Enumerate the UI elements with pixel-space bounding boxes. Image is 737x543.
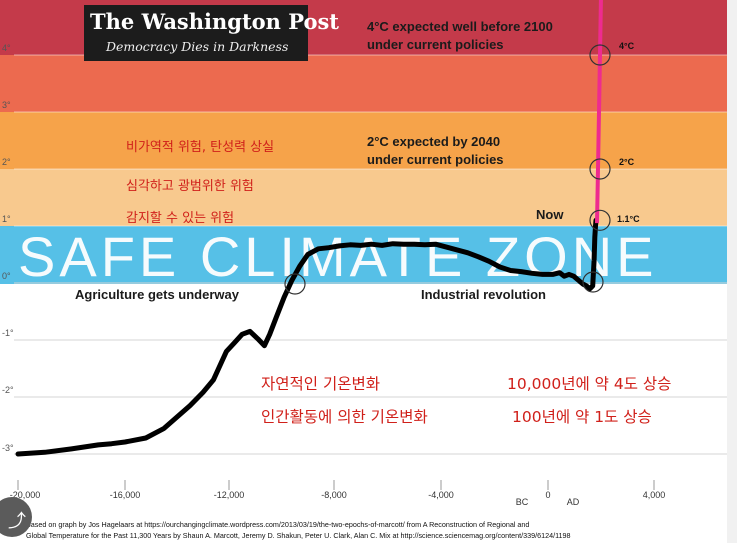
scrollbar-track[interactable]: [727, 0, 737, 543]
y-tick-label: -2°: [2, 385, 14, 395]
y-tick-label: 1°: [2, 214, 11, 224]
x-tick-label: BC: [515, 497, 529, 507]
x-tick-label: 4,000: [642, 490, 666, 500]
share-button[interactable]: ⤴: [0, 497, 32, 537]
source-footer: Based on graph by Jos Hagelaars at https…: [26, 519, 571, 541]
y-tick-label: 2°: [2, 157, 11, 167]
y-tick-label: 3°: [2, 100, 11, 110]
annotation-4c-line2: under current policies: [367, 37, 504, 52]
safe-zone-band: [0, 226, 727, 284]
band-1-2c: [0, 169, 727, 226]
marker-circle-industrial: [582, 271, 604, 293]
x-tick-label: -16,000: [109, 490, 141, 500]
band-3-4c: [0, 55, 727, 112]
marker-label-1-1c: 1.1°C: [617, 214, 640, 224]
annotation-2c-line2: under current policies: [367, 152, 504, 167]
annotation-2c: 2°C expected by 2040 under current polic…: [367, 133, 504, 169]
y-tick-label: 4°: [2, 43, 11, 53]
annotation-4c-line1: 4°C expected well before 2100: [367, 19, 553, 34]
korean-natural-change: 자연적인 기온변화: [261, 375, 381, 393]
series-layer: [15, 0, 603, 457]
annotation-4c: 4°C expected well before 2100 under curr…: [367, 18, 553, 54]
band-2-3c: [0, 112, 727, 169]
marker-circle-agriculture: [284, 273, 306, 295]
korean-risk-irreversible: 비가역적 위험, 탄성력 상실: [126, 140, 275, 155]
y-tick-label: -3°: [2, 443, 14, 453]
marker-label-4c: 4°C: [619, 41, 635, 51]
x-tick-label: AD: [566, 497, 580, 507]
safe-zone-label: SAFE CLIMATE ZONE: [18, 225, 658, 288]
marker-circle-2c: [589, 158, 611, 180]
x-tick-label: 0: [545, 490, 551, 500]
series-line-projection: [595, 0, 603, 224]
korean-human-rate: 100년에 약 1도 상승: [512, 408, 652, 426]
x-tick-label: -20,000: [9, 490, 41, 500]
series-line-historical: [15, 217, 599, 457]
marker-circle-4c: [589, 44, 611, 66]
marker-circle-1-1c: [589, 209, 611, 231]
korean-risk-severe: 심각하고 광범위한 위험: [126, 179, 254, 194]
footer-line-1: Based on graph by Jos Hagelaars at https…: [26, 520, 530, 529]
footer-line-2: Global Temperature for the Past 11,300 Y…: [26, 531, 571, 540]
y-tick-label: 0°: [2, 271, 11, 281]
share-icon: ⤴: [8, 511, 26, 532]
x-tick-label: -8,000: [321, 490, 347, 500]
logo-name: The Washington Post: [90, 9, 339, 34]
logo-tagline: Democracy Dies in Darkness: [106, 39, 289, 54]
annotation-now: Now: [536, 207, 564, 222]
annotation-industrial: Industrial revolution: [421, 287, 546, 302]
x-tick-label: -12,000: [213, 490, 245, 500]
korean-human-change: 인간활동에 의한 기온변화: [261, 408, 428, 426]
annotation-2c-line1: 2°C expected by 2040: [367, 134, 501, 149]
marker-label-2c: 2°C: [619, 157, 635, 167]
washington-post-logo: The Washington Post Democracy Dies in Da…: [84, 5, 339, 61]
korean-risk-detectable: 감지할 수 있는 위험: [126, 211, 235, 226]
x-tick-label: -4,000: [428, 490, 454, 500]
marker-layer: [284, 44, 611, 295]
annotation-agriculture: Agriculture gets underway: [75, 287, 239, 302]
korean-natural-rate: 10,000년에 약 4도 상승: [507, 375, 672, 393]
y-tick-label: -1°: [2, 328, 14, 338]
